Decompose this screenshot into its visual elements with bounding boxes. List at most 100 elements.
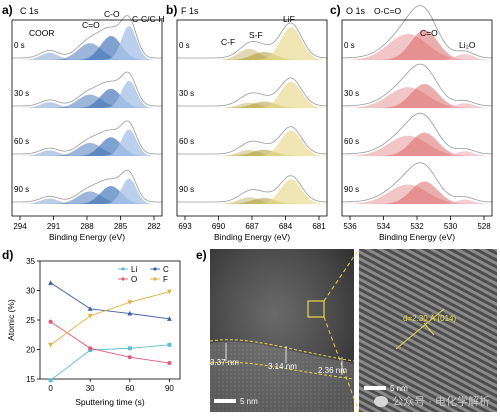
- time-label: 0 s: [179, 41, 190, 50]
- y-tick-label: 35: [26, 257, 35, 266]
- xps-component-peak: [12, 80, 162, 108]
- panel-b-letter: b): [166, 3, 177, 17]
- series-line-Li: [50, 344, 170, 381]
- x-tick-label: 0: [48, 384, 53, 393]
- y-axis-label: Atomic (%): [6, 299, 16, 341]
- legend-marker: [121, 277, 125, 281]
- time-label: 60 s: [14, 137, 29, 146]
- time-label: 0 s: [344, 41, 355, 50]
- xps-envelope: [177, 77, 327, 107]
- xps-component-peak: [12, 198, 162, 204]
- xps-component-peak: [12, 178, 162, 204]
- x-tick-label: 291: [47, 222, 61, 231]
- legend-marker: [121, 267, 125, 271]
- x-tick-label: 536: [343, 222, 357, 231]
- panel-c-letter: c): [330, 3, 341, 17]
- xps-component-peak: [177, 179, 327, 204]
- xps-envelope: [342, 112, 492, 155]
- y-tick-label: 25: [26, 316, 35, 325]
- legend-label: Li: [131, 265, 137, 274]
- scale-bar-left: [214, 399, 236, 403]
- thickness-label-1: 3.37 nm: [210, 358, 239, 367]
- thickness-label-3: 2.36 nm: [318, 366, 347, 375]
- peak-label: C=O: [420, 28, 438, 38]
- peak-label: LiF: [283, 14, 295, 24]
- x-axis-label: Binding Energy (eV): [49, 232, 125, 242]
- xps-envelope: [177, 175, 327, 203]
- legend-marker: [153, 267, 157, 271]
- xps-envelope: [12, 15, 162, 59]
- series-line-O: [50, 321, 170, 364]
- peak-label: S-F: [249, 30, 263, 40]
- x-tick-label: 285: [114, 222, 128, 231]
- xps-component-peak: [342, 84, 492, 108]
- data-point: [48, 319, 53, 324]
- panel-a-letter: a): [2, 3, 13, 17]
- data-point: [127, 346, 132, 351]
- data-point: [48, 342, 53, 348]
- xps-component-peak: [12, 52, 162, 60]
- x-tick-label: 528: [477, 222, 491, 231]
- panel-d-letter: d): [2, 248, 13, 262]
- data-point: [88, 346, 93, 351]
- xps-component-peak: [12, 94, 162, 108]
- xps-component-peak: [177, 101, 327, 108]
- panel-c-title: O 1s: [346, 6, 366, 16]
- xps-envelope: [342, 63, 492, 107]
- data-point: [48, 280, 53, 285]
- scale-bar-right: [364, 386, 386, 390]
- peak-label: C=O: [82, 20, 100, 30]
- x-tick-label: 90: [165, 384, 174, 393]
- peak-label: C-F: [221, 37, 235, 47]
- x-tick-label: 282: [147, 222, 161, 231]
- data-point: [167, 360, 172, 366]
- xps-component-peak: [12, 129, 162, 156]
- data-point: [167, 316, 172, 321]
- xps-component-peak: [342, 30, 492, 60]
- xps-component-peak: [342, 151, 492, 156]
- panel-e: e) 3.37 nm 3.14 nm 2.36 nm 5 nm d=2.30 Å…: [190, 245, 500, 417]
- data-point: [127, 355, 132, 360]
- watermark-text: 公众号 · 电化学解析: [392, 396, 490, 408]
- panel-headers: a) C 1s b) F 1s c) O 1s: [2, 3, 366, 17]
- x-tick-label: 681: [312, 222, 326, 231]
- xps-panel-o1s: 0 s 30 s 60 s 90 s 536 534 532 530 528 Binding En…: [341, 5, 493, 242]
- y-tick-label: 30: [26, 287, 35, 296]
- x-tick-label: 684: [279, 222, 293, 231]
- time-label: 90 s: [344, 185, 359, 194]
- scale-label-right: 5 nm: [390, 384, 408, 393]
- peak-label: Li₂O: [459, 40, 476, 50]
- panel-a-title: C 1s: [20, 6, 39, 16]
- x-axis-label: Sputtering time (s): [75, 397, 145, 407]
- x-tick-label: 693: [178, 222, 192, 231]
- xps-component-peak: [342, 54, 492, 60]
- scale-label-left: 5 nm: [240, 397, 258, 406]
- thickness-label-2: 3.14 nm: [268, 362, 297, 371]
- xps-envelope: [177, 22, 328, 59]
- data-point: [167, 342, 172, 347]
- x-tick-label: 690: [212, 222, 226, 231]
- x-tick-label: 534: [377, 222, 391, 231]
- xps-envelope: [12, 169, 162, 203]
- legend-marker: [153, 277, 157, 281]
- data-point: [87, 313, 93, 319]
- lattice-spacing-label: d=2.30 Å (014): [403, 314, 456, 323]
- xps-component-peak: [177, 52, 327, 60]
- xps-envelope: [342, 5, 492, 59]
- xps-component-peak: [177, 198, 327, 204]
- x-tick-label: 30: [86, 384, 95, 393]
- xps-component-peak: [177, 48, 327, 60]
- legend-label: F: [163, 275, 168, 284]
- xps-component-peak: [342, 181, 492, 204]
- hrtem-lattice-image: [359, 249, 497, 412]
- tem-images: e) 3.37 nm 3.14 nm 2.36 nm 5 nm d=2.30 Å…: [196, 248, 497, 413]
- xps-component-peak: [12, 43, 162, 60]
- peak-label: C-O: [104, 9, 120, 19]
- xps-panel-c1s: 0 s 30 s 60 s 90 s 294 291 288 285 282 Binding En…: [11, 9, 165, 242]
- peak-label: COOR: [29, 28, 55, 38]
- y-tick-label: 15: [26, 375, 35, 384]
- xps-component-peak: [177, 130, 327, 156]
- data-point: [87, 306, 93, 311]
- time-label: 0 s: [14, 41, 25, 50]
- xps-envelope: [12, 120, 162, 155]
